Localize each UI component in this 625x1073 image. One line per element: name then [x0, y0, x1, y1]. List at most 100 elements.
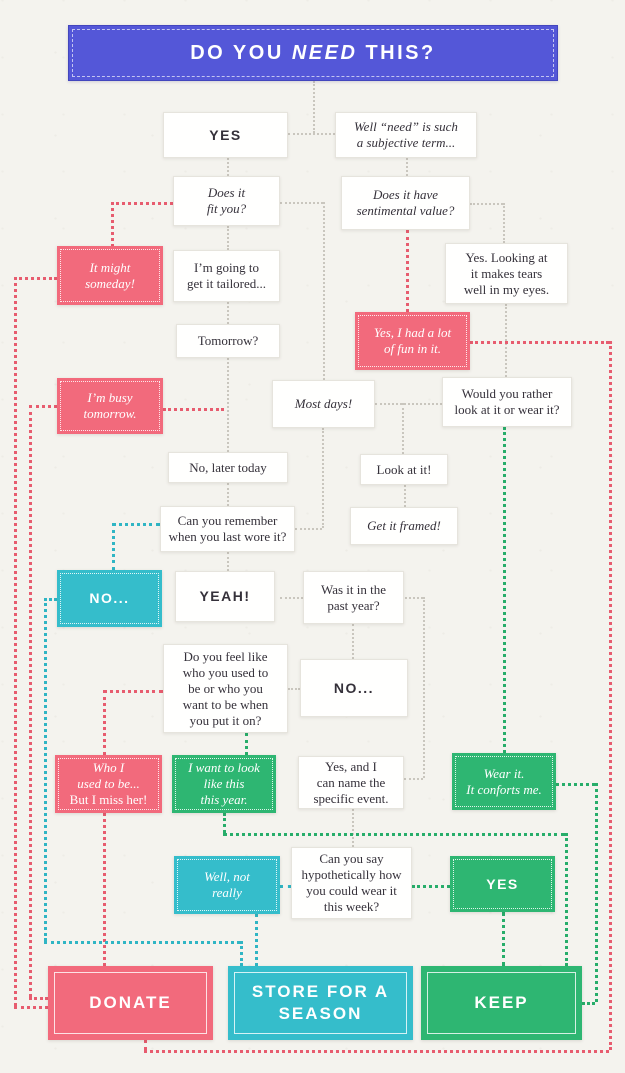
connector-gray-vertical — [402, 403, 404, 454]
get-it-framed-label: Get it framed! — [367, 518, 441, 533]
hypothetically-node: Can you say hypothetically how you could w… — [291, 847, 412, 919]
remember-wore-node: Can you remember when you last wore it? — [160, 506, 295, 552]
connector-red-horizontal — [29, 997, 48, 1000]
does-it-fit-label: Does it — [207, 185, 246, 200]
well-not-really-node: Well, not really — [174, 856, 280, 914]
title-banner: DO YOU NEED THIS? — [68, 25, 558, 81]
look-or-wear-label: Would you rather — [461, 386, 553, 401]
most-days-label: Most days! — [294, 396, 353, 411]
feel-like-who-node: Do you feel like who you used to be or who… — [163, 644, 288, 733]
no-store-label: NO... — [89, 590, 130, 606]
yeah-label: YEAH! — [199, 588, 251, 604]
feel-like-who-label: want to be when — [182, 696, 269, 712]
connector-gray-vertical — [503, 203, 505, 243]
get-it-tailored-label: I’m going to — [194, 260, 259, 275]
connector-teal-vertical — [44, 598, 47, 941]
connector-red-horizontal — [14, 277, 57, 280]
connector-gray-vertical — [505, 304, 507, 377]
title-part: THIS? — [357, 41, 436, 64]
connector-gray-horizontal — [280, 202, 323, 204]
connector-gray-vertical — [352, 809, 354, 847]
connector-red-vertical — [29, 405, 32, 997]
connector-red-vertical — [14, 277, 17, 1006]
tears-in-eyes-label: it makes tears — [470, 265, 543, 281]
connector-gray-horizontal — [288, 688, 300, 690]
hypothetically-label: you could wear it — [306, 883, 397, 898]
connector-gray-vertical — [423, 597, 425, 778]
no-later-today-node: No, later today — [168, 452, 288, 483]
it-might-someday-node: It might someday! — [57, 246, 163, 305]
connector-green-horizontal — [412, 885, 450, 888]
feel-like-who-label: Do you feel like — [183, 648, 268, 664]
connector-gray-horizontal — [404, 778, 423, 780]
connector-green-vertical — [503, 427, 506, 753]
want-to-look-label: this year. — [200, 792, 248, 807]
connector-red-horizontal — [111, 202, 173, 205]
had-fun-in-it-node: Yes, I had a lot of fun in it. — [355, 312, 470, 370]
hypothetically-label: hypothetically how — [301, 867, 402, 882]
wear-it-label: Wear it. — [483, 765, 525, 781]
title-part: DO YOU — [190, 41, 292, 64]
connector-red-horizontal — [144, 1050, 609, 1053]
yes-top-node: YES — [163, 112, 288, 158]
busy-tomorrow-node: I’m busy tomorrow. — [57, 378, 163, 434]
connector-gray-vertical — [227, 302, 229, 324]
connector-green-horizontal — [556, 783, 595, 786]
feel-like-who-label: you put it on? — [189, 712, 262, 728]
well-not-really-label: Well, not — [204, 869, 250, 884]
name-the-event-label: Yes, and I — [325, 758, 377, 774]
yes-keep-label: YES — [486, 875, 519, 892]
look-or-wear-label: look at it or wear it? — [454, 402, 560, 417]
connector-gray-vertical — [406, 158, 408, 176]
connector-teal-horizontal — [44, 941, 240, 944]
most-days-node: Most days! — [272, 380, 375, 428]
look-at-it-label: Look at it! — [376, 461, 432, 477]
no-white-label: NO... — [333, 679, 375, 696]
had-fun-in-it-label: Yes, I had a lot — [373, 325, 452, 340]
connector-teal-horizontal — [112, 523, 160, 526]
connector-green-vertical — [595, 783, 598, 1002]
does-it-fit-node: Does it fit you? — [173, 176, 280, 226]
who-i-used-to-be-label: Who I — [92, 760, 125, 775]
no-later-today-label: No, later today — [189, 459, 267, 475]
subjective-term-node: Well “need” is such a subjective term... — [335, 112, 477, 158]
well-not-really-label: really — [212, 885, 242, 900]
connector-gray-horizontal — [295, 528, 322, 530]
store-for-season-label: SEASON — [278, 1004, 363, 1023]
connector-gray-horizontal — [375, 403, 442, 405]
wear-it-label: It conforts me. — [466, 781, 542, 797]
connector-red-vertical — [103, 813, 106, 966]
connector-red-horizontal — [163, 408, 224, 411]
keep-label: KEEP — [474, 993, 529, 1012]
connector-gray-vertical — [404, 485, 406, 507]
busy-tomorrow-label: I’m busy — [87, 390, 133, 405]
tears-in-eyes-node: Yes. Looking at it makes tears well in my … — [445, 243, 568, 304]
donate-label: DONATE — [89, 993, 172, 1012]
connector-gray-vertical — [227, 158, 229, 176]
page-title: DO YOU NEED THIS? — [190, 42, 436, 65]
want-to-look-label: I want to look — [188, 760, 260, 775]
store-for-season-label: STORE FOR A — [251, 982, 390, 1001]
want-to-look-node: I want to look like this this year. — [172, 755, 276, 813]
keep-node: KEEP — [421, 966, 582, 1040]
connector-green-horizontal — [223, 833, 565, 836]
connector-gray-vertical — [227, 226, 229, 250]
connector-gray-vertical — [313, 81, 315, 133]
connector-teal-vertical — [240, 941, 243, 966]
connector-teal-vertical — [112, 523, 115, 570]
name-the-event-label: specific event. — [313, 790, 389, 806]
sentimental-value-label: sentimental value? — [356, 203, 455, 218]
connector-green-vertical — [565, 833, 568, 966]
connector-gray-horizontal — [280, 597, 303, 599]
connector-gray-horizontal — [288, 133, 335, 135]
feel-like-who-label: who you used to — [182, 664, 269, 680]
get-it-framed-node: Get it framed! — [350, 507, 458, 545]
who-i-used-to-be-label: But I miss her! — [69, 792, 148, 807]
connector-red-vertical — [103, 690, 106, 755]
who-i-used-to-be-label: used to be... — [77, 776, 140, 791]
connector-red-vertical — [406, 230, 409, 312]
connector-teal-horizontal — [280, 885, 291, 888]
get-it-tailored-node: I’m going to get it tailored... — [173, 250, 280, 302]
